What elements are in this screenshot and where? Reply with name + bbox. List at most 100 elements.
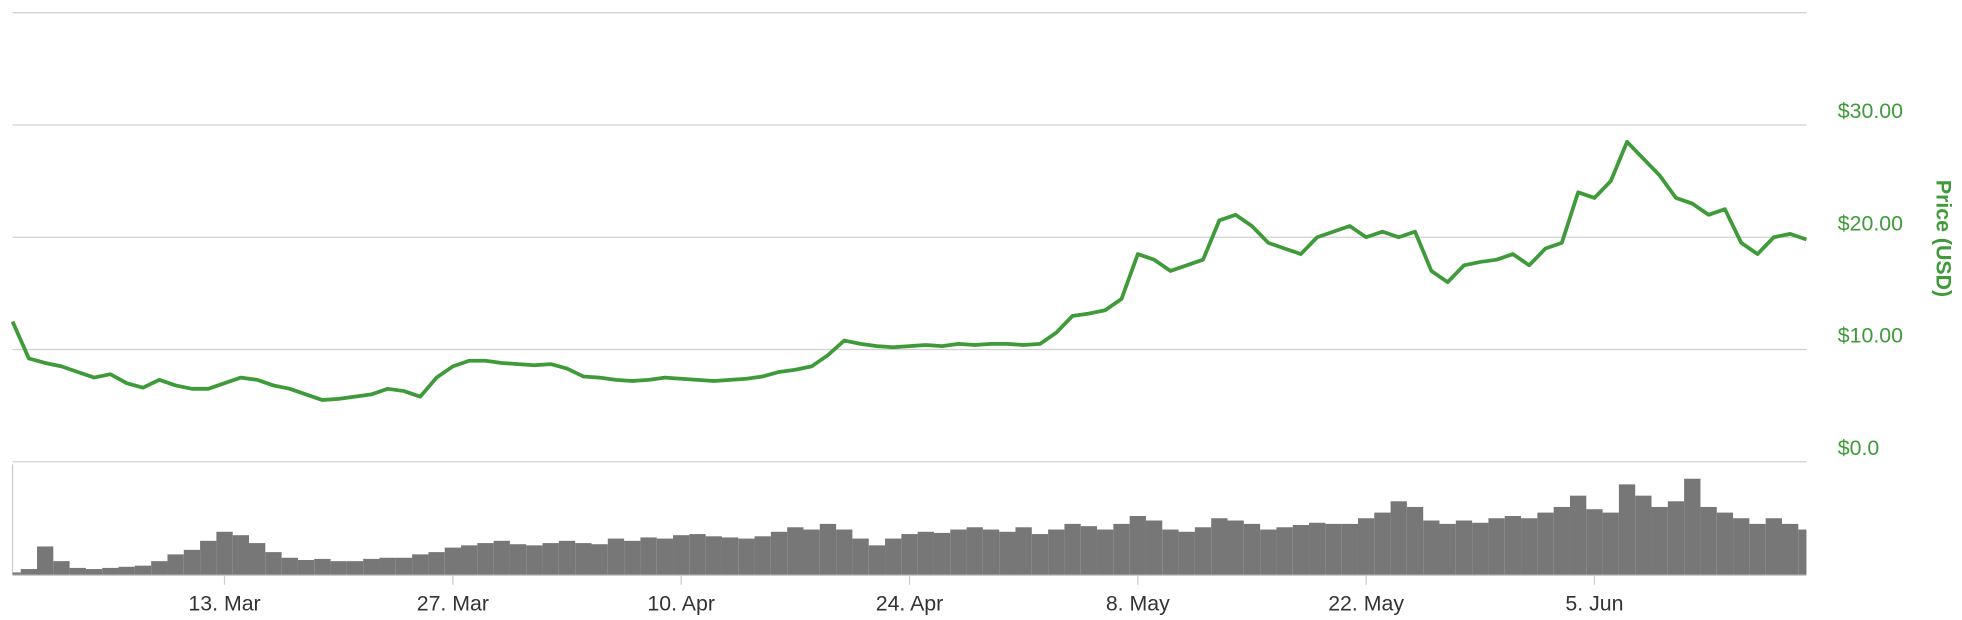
volume-bar — [1553, 506, 1570, 575]
volume-bar — [1602, 512, 1619, 575]
volume-bar — [1129, 515, 1146, 575]
volume-bar — [1162, 529, 1179, 575]
y-tick-label: $30.00 — [1838, 99, 1903, 123]
volume-bar — [624, 540, 641, 575]
volume-bar — [444, 547, 462, 575]
volume-bar — [1113, 523, 1130, 575]
volume-bar — [314, 558, 331, 575]
volume-bar — [1423, 520, 1440, 575]
volume-bar — [933, 532, 951, 575]
volume-bar — [836, 529, 853, 575]
volume-bar — [1781, 523, 1799, 575]
volume-bar — [1341, 523, 1358, 575]
volume-bar — [1537, 512, 1554, 575]
volume-bar — [1276, 527, 1293, 575]
volume-bar — [575, 543, 592, 575]
volume-bar — [1667, 501, 1685, 575]
volume-bar — [1635, 495, 1652, 575]
y-tick-label: $10.00 — [1838, 324, 1903, 348]
volume-bar — [330, 561, 347, 575]
volume-bar — [461, 545, 478, 575]
volume-bar — [950, 529, 967, 575]
volume-bar — [656, 538, 674, 575]
volume-bar — [1309, 522, 1326, 575]
volume-bar — [509, 544, 527, 575]
volume-bar — [966, 527, 983, 575]
volume-bar — [118, 566, 135, 575]
volume-bar — [1749, 523, 1766, 575]
volume-bar — [1048, 529, 1065, 575]
volume-bar — [1700, 506, 1717, 575]
volume-bar — [721, 537, 739, 575]
volume-bar — [591, 544, 608, 575]
volume-bar — [1097, 529, 1114, 575]
volume-bar — [673, 535, 690, 575]
volume-bar — [412, 554, 429, 575]
volume-bar — [249, 543, 266, 575]
volume-bar — [12, 572, 21, 575]
x-tick-label: 27. Mar — [417, 591, 489, 615]
x-tick-label: 24. Apr — [876, 591, 944, 615]
volume-bar — [1684, 478, 1701, 575]
volume-bar — [917, 531, 934, 575]
y-tick-label: $20.00 — [1838, 211, 1903, 235]
volume-bar — [1716, 512, 1734, 575]
volume-bar — [85, 569, 103, 575]
volume-bar — [477, 543, 494, 575]
volume-bar — [1227, 520, 1244, 575]
volume-bar — [999, 531, 1016, 575]
volume-bar — [526, 545, 543, 575]
volume-bar — [265, 552, 282, 575]
volume-bar — [1325, 523, 1342, 575]
volume-bar — [885, 538, 902, 575]
volume-bar — [379, 557, 396, 575]
volume-bar — [1472, 522, 1489, 575]
volume-bar — [1292, 525, 1310, 575]
volume-bar — [1390, 501, 1407, 575]
volume-bar — [982, 529, 1000, 575]
volume-bar — [1015, 527, 1032, 575]
volume-bar — [1406, 506, 1424, 575]
x-tick-label: 5. Jun — [1565, 591, 1623, 615]
price-line — [10, 139, 1808, 402]
volume-bar — [819, 523, 837, 575]
volume-bar — [346, 561, 364, 575]
volume-bar — [1733, 518, 1750, 575]
volume-bar — [69, 567, 86, 575]
volume-bar — [607, 538, 625, 575]
volume-bar — [1488, 518, 1505, 575]
volume-bar — [1080, 526, 1098, 575]
volume-bar — [232, 535, 250, 575]
volume-bar — [1618, 484, 1636, 575]
volume-bar — [754, 536, 771, 575]
volume-bar — [151, 561, 168, 575]
volume-bar — [1145, 520, 1163, 575]
volume-bar — [770, 531, 788, 575]
volume-bar — [787, 527, 804, 575]
volume-bar — [493, 540, 510, 575]
x-tick-label: 8. May — [1106, 591, 1170, 615]
volume-bar — [1651, 506, 1668, 575]
volume-bar — [200, 540, 217, 575]
volume-bar — [803, 529, 820, 575]
volume-bar — [1178, 531, 1195, 575]
volume-bar — [102, 567, 119, 575]
volume-bar — [1031, 534, 1049, 575]
volume-bar — [868, 545, 886, 575]
volume-bar — [1243, 523, 1261, 575]
volume-bar — [705, 536, 722, 575]
volume-bar — [20, 569, 38, 575]
volume-bar — [1357, 518, 1375, 575]
volume-bar — [640, 537, 657, 575]
volume-bar — [281, 557, 298, 575]
volume-bar — [297, 560, 315, 575]
volume-bar — [1064, 523, 1081, 575]
volume-bar — [542, 543, 559, 575]
volume-bar — [1194, 527, 1212, 575]
volume-bar — [37, 546, 54, 575]
volume-bar — [901, 534, 918, 575]
volume-bar — [53, 561, 70, 575]
volume-bar — [183, 549, 201, 575]
